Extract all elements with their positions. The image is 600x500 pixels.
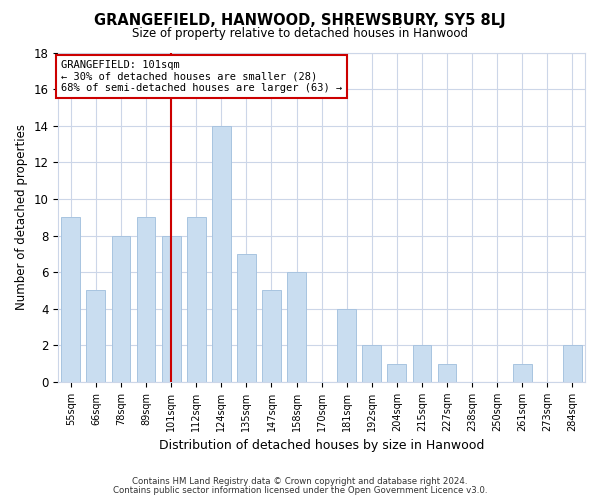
Bar — [513, 364, 532, 382]
Y-axis label: Number of detached properties: Number of detached properties — [15, 124, 28, 310]
Bar — [237, 254, 256, 382]
Bar — [388, 364, 406, 382]
Bar — [413, 346, 431, 382]
Bar — [287, 272, 306, 382]
Text: GRANGEFIELD: 101sqm
← 30% of detached houses are smaller (28)
68% of semi-detach: GRANGEFIELD: 101sqm ← 30% of detached ho… — [61, 60, 342, 93]
Text: Contains public sector information licensed under the Open Government Licence v3: Contains public sector information licen… — [113, 486, 487, 495]
Bar — [437, 364, 457, 382]
Bar — [212, 126, 231, 382]
Bar — [262, 290, 281, 382]
Bar — [337, 308, 356, 382]
X-axis label: Distribution of detached houses by size in Hanwood: Distribution of detached houses by size … — [159, 440, 484, 452]
Bar — [362, 346, 381, 382]
Bar — [137, 217, 155, 382]
Bar — [162, 236, 181, 382]
Bar — [112, 236, 130, 382]
Text: GRANGEFIELD, HANWOOD, SHREWSBURY, SY5 8LJ: GRANGEFIELD, HANWOOD, SHREWSBURY, SY5 8L… — [94, 12, 506, 28]
Text: Size of property relative to detached houses in Hanwood: Size of property relative to detached ho… — [132, 28, 468, 40]
Bar — [61, 217, 80, 382]
Text: Contains HM Land Registry data © Crown copyright and database right 2024.: Contains HM Land Registry data © Crown c… — [132, 477, 468, 486]
Bar — [187, 217, 206, 382]
Bar — [86, 290, 106, 382]
Bar — [563, 346, 582, 382]
